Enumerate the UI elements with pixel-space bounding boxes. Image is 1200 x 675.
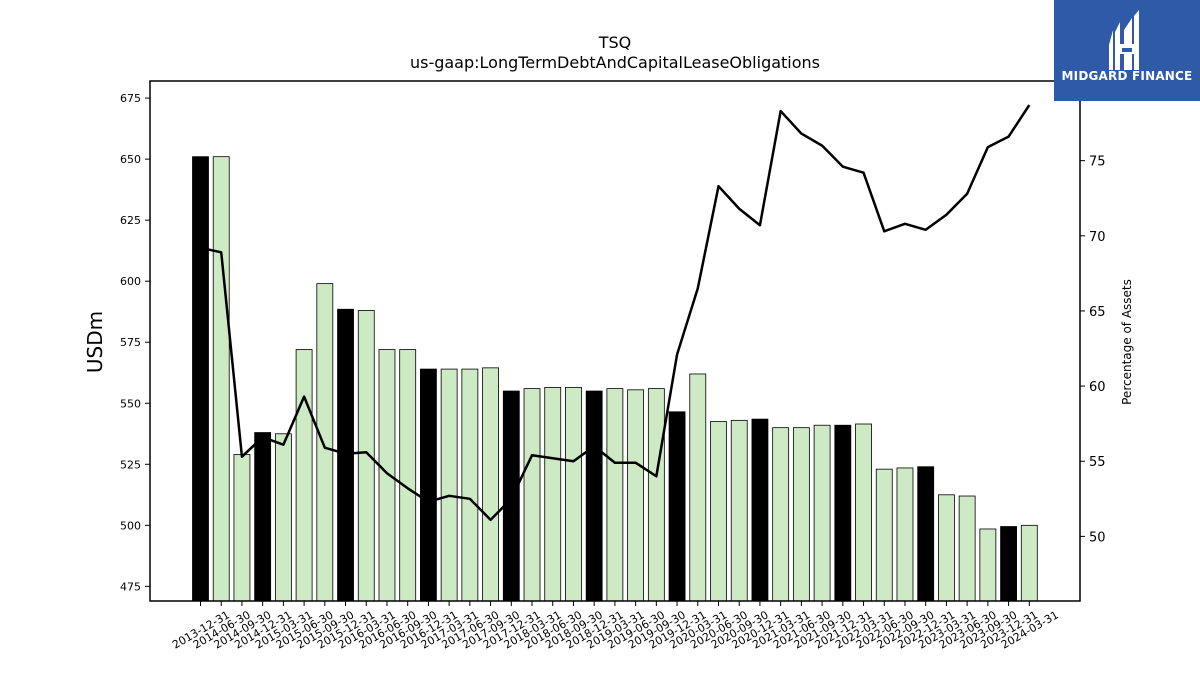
bar-2015-12-31 xyxy=(337,308,354,602)
bar-2021-09-30 xyxy=(813,424,831,602)
bar-2019-12-31 xyxy=(668,411,686,602)
bar-2022-03-31 xyxy=(855,423,872,602)
bar-2019-06-30 xyxy=(627,389,645,602)
bar-2017-09-30 xyxy=(482,367,499,602)
y-tick-label: 600 xyxy=(120,275,141,288)
y-tick-label: 525 xyxy=(120,458,141,471)
bar-2020-09-30 xyxy=(730,419,748,602)
line-layer xyxy=(200,104,1031,522)
axes-layer: 4755005255505756006256506755055606570752… xyxy=(120,80,1106,652)
y2-axis-label: Percentage of Assets xyxy=(1120,279,1134,405)
bar-2017-03-31 xyxy=(440,368,458,602)
bar-2022-12-31 xyxy=(917,466,935,602)
bar-2014-09-30 xyxy=(233,454,251,602)
bar-2024-03-31 xyxy=(1020,524,1038,602)
y-tick-label: 575 xyxy=(120,336,141,349)
y-axis-label: USDm xyxy=(83,311,107,373)
y2-tick-label: 50 xyxy=(1089,530,1106,545)
bar-2018-03-31 xyxy=(523,388,541,602)
logo-badge: MIDGARD FINANCE xyxy=(1054,0,1200,101)
bar-2019-03-31 xyxy=(606,388,624,602)
bar-2022-06-30 xyxy=(875,468,893,602)
bar-2016-03-31 xyxy=(357,310,375,602)
bars-layer xyxy=(192,156,1038,602)
bar-2022-09-30 xyxy=(896,467,914,602)
y2-tick-label: 65 xyxy=(1089,305,1106,320)
percentage-line xyxy=(200,104,1031,522)
bar-2018-09-30 xyxy=(565,386,582,602)
y-tick-label: 550 xyxy=(120,397,141,410)
logo-text: MIDGARD FINANCE xyxy=(1061,69,1193,83)
y-tick-label: 675 xyxy=(120,92,141,105)
bar-2014-12-31 xyxy=(254,432,272,602)
y-tick-label: 500 xyxy=(120,519,141,532)
y-tick-label: 650 xyxy=(120,153,141,166)
bar-2021-12-31 xyxy=(834,424,852,602)
bar-2021-06-30 xyxy=(792,427,810,602)
bar-2021-03-31 xyxy=(772,427,790,602)
midgard-logo-icon xyxy=(1109,10,1139,70)
bar-2020-12-31 xyxy=(751,418,769,602)
bar-2015-03-31 xyxy=(274,433,292,602)
bar-2014-06-30 xyxy=(212,156,230,602)
bar-2023-09-30 xyxy=(979,528,997,602)
y-tick-label: 625 xyxy=(120,214,141,227)
bar-2017-06-30 xyxy=(461,368,479,602)
bar-2020-03-31 xyxy=(689,373,707,602)
y2-tick-label: 75 xyxy=(1089,155,1106,170)
bar-2015-09-30 xyxy=(316,283,334,602)
y2-tick-label: 70 xyxy=(1089,230,1106,245)
bar-2016-06-30 xyxy=(378,349,396,602)
bar-2023-03-31 xyxy=(938,494,955,602)
bar-2015-06-30 xyxy=(295,349,313,602)
bar-2018-06-30 xyxy=(544,386,562,602)
chart-title: TSQ xyxy=(598,33,632,52)
y2-tick-label: 55 xyxy=(1089,455,1106,470)
bar-2023-06-30 xyxy=(958,495,976,602)
bar-2016-09-30 xyxy=(399,349,417,602)
bar-2020-06-30 xyxy=(710,421,727,602)
bar-2018-12-31 xyxy=(585,390,603,602)
bar-2013-12-31 xyxy=(192,156,209,602)
y2-tick-label: 60 xyxy=(1089,380,1106,395)
y-tick-label: 475 xyxy=(120,580,141,593)
bar-2023-12-31 xyxy=(1000,526,1017,602)
chart-subtitle: us-gaap:LongTermDebtAndCapitalLeaseOblig… xyxy=(410,53,820,72)
bar-2019-09-30 xyxy=(647,388,665,602)
bar-2016-12-31 xyxy=(420,368,437,602)
